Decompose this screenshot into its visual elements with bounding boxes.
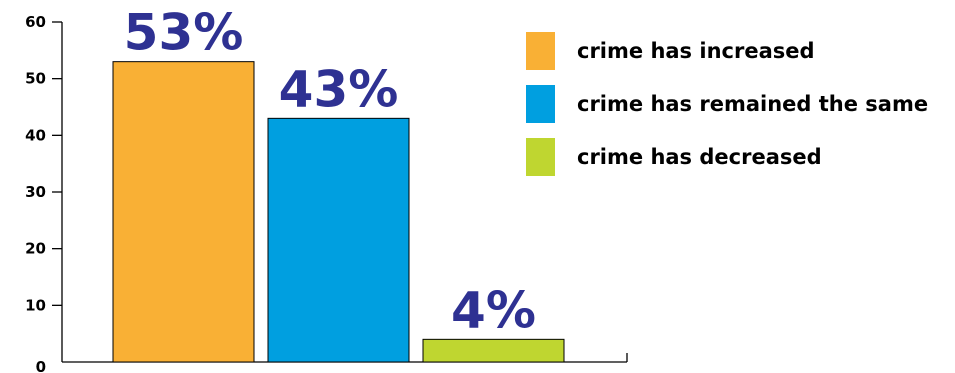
- bar: [267, 117, 410, 363]
- y-tick-label: 40: [25, 126, 46, 144]
- legend-label: crime has increased: [577, 39, 815, 63]
- y-tick-label: 0: [36, 358, 46, 373]
- y-tick-label: 30: [25, 183, 46, 201]
- legend-label: crime has remained the same: [577, 92, 929, 116]
- data-labels: 53% 43% 4%: [124, 4, 536, 340]
- legend: crime has increased crime has remained th…: [526, 32, 928, 191]
- legend-swatch: [526, 32, 555, 70]
- y-tick-label: 60: [25, 13, 46, 31]
- legend-swatch: [526, 138, 555, 176]
- y-axis: 0 10 20 30 40 50 60: [25, 13, 63, 373]
- bar: [112, 61, 255, 363]
- data-label: 4%: [451, 281, 536, 339]
- data-label: 53%: [124, 4, 244, 62]
- y-tick-label: 50: [25, 70, 46, 88]
- legend-label: crime has decreased: [577, 145, 822, 169]
- legend-item: crime has increased: [526, 32, 928, 70]
- legend-item: crime has decreased: [526, 138, 928, 176]
- y-tick-label: 10: [25, 296, 46, 314]
- legend-swatch: [526, 85, 555, 123]
- y-tick-label: 20: [25, 240, 46, 258]
- bar: [422, 338, 565, 363]
- legend-item: crime has remained the same: [526, 85, 928, 123]
- data-label: 43%: [279, 60, 399, 118]
- bars: [112, 61, 565, 363]
